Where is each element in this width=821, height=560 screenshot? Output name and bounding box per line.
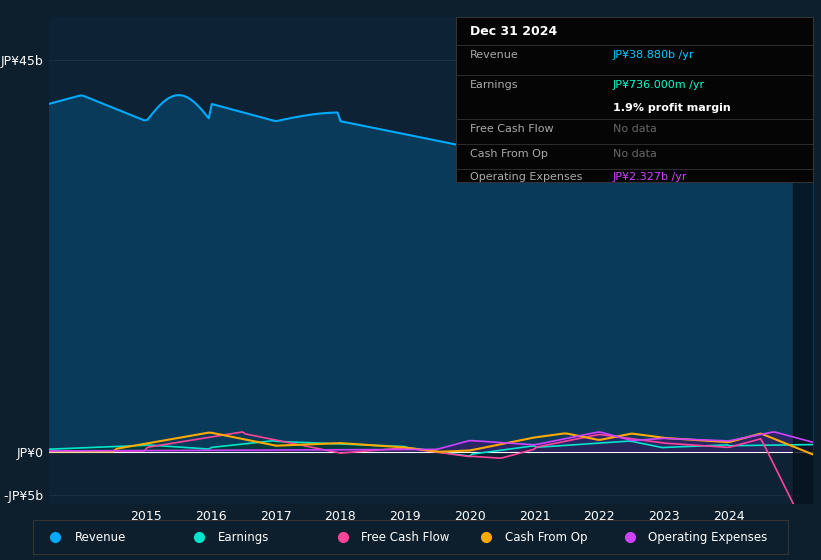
Text: JP¥736.000m /yr: JP¥736.000m /yr (612, 80, 705, 90)
Text: Revenue: Revenue (75, 530, 126, 544)
Text: JP¥2.327b /yr: JP¥2.327b /yr (612, 172, 687, 182)
Text: Cash From Op: Cash From Op (470, 149, 548, 159)
Text: Earnings: Earnings (218, 530, 269, 544)
Text: No data: No data (612, 124, 657, 134)
Text: Free Cash Flow: Free Cash Flow (361, 530, 450, 544)
Text: Earnings: Earnings (470, 80, 518, 90)
Text: Free Cash Flow: Free Cash Flow (470, 124, 553, 134)
Text: Operating Expenses: Operating Expenses (649, 530, 768, 544)
Bar (793, 17, 813, 504)
Text: No data: No data (612, 149, 657, 159)
Text: Cash From Op: Cash From Op (505, 530, 587, 544)
Text: 1.9% profit margin: 1.9% profit margin (612, 102, 731, 113)
Text: Dec 31 2024: Dec 31 2024 (470, 25, 557, 38)
Text: Operating Expenses: Operating Expenses (470, 172, 582, 182)
Text: Revenue: Revenue (470, 50, 519, 60)
Text: JP¥38.880b /yr: JP¥38.880b /yr (612, 50, 695, 60)
